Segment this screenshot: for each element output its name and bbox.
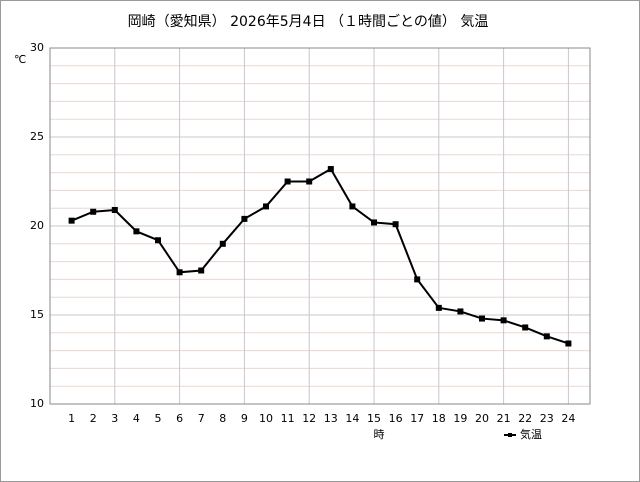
x-tick-label: 23: [540, 412, 554, 425]
x-tick-label: 9: [241, 412, 248, 425]
x-tick-label: 2: [90, 412, 97, 425]
x-tick-label: 11: [281, 412, 295, 425]
y-axis-label: ℃: [14, 53, 26, 66]
series-line: [71, 167, 569, 345]
x-tick-label: 21: [497, 412, 511, 425]
y-tick-label: 15: [30, 308, 44, 321]
data-point: [327, 166, 334, 173]
x-tick-label: 18: [432, 412, 446, 425]
x-tick-label: 6: [176, 412, 183, 425]
data-point: [176, 269, 183, 276]
x-tick-label: 20: [475, 412, 489, 425]
data-point: [198, 267, 205, 274]
y-tick-label: 30: [30, 41, 44, 54]
y-tick-label: 25: [30, 130, 44, 143]
data-point: [565, 340, 572, 347]
data-point: [241, 215, 248, 222]
x-tick-label: 14: [345, 412, 359, 425]
y-tick-label: 20: [30, 219, 44, 232]
data-point: [90, 208, 97, 215]
x-tick-label: 15: [367, 412, 381, 425]
chart-title: 岡崎（愛知県） 2026年5月4日 （１時間ごとの値） 気温: [128, 13, 489, 30]
legend-label: 気温: [520, 427, 542, 441]
data-point: [133, 228, 140, 235]
x-tick-label: 16: [389, 412, 403, 425]
data-point: [435, 304, 442, 311]
plot-border: [49, 47, 591, 405]
data-point: [479, 315, 485, 322]
x-tick-label: 8: [219, 412, 226, 425]
x-tick-label: 13: [324, 412, 338, 425]
data-point: [522, 324, 529, 331]
y-tick-label: 10: [30, 397, 44, 410]
data-point: [306, 178, 313, 185]
data-point: [155, 237, 161, 244]
data-point: [111, 206, 118, 213]
legend-marker: [508, 433, 512, 437]
x-tick-label: 3: [111, 412, 118, 425]
data-point: [219, 240, 226, 247]
x-tick-label: 22: [518, 412, 532, 425]
data-point: [500, 317, 507, 324]
x-axis-label: 時: [374, 428, 385, 441]
x-tick-label: 10: [259, 412, 273, 425]
data-point: [284, 178, 291, 185]
x-tick-label: 17: [410, 412, 424, 425]
x-tick-label: 19: [453, 412, 467, 425]
x-tick-label: 4: [133, 412, 140, 425]
data-point: [263, 203, 269, 210]
data-point: [68, 217, 75, 224]
x-tick-label: 24: [561, 412, 575, 425]
data-point: [414, 276, 421, 283]
data-point: [349, 203, 356, 210]
x-tick-label: 12: [302, 412, 316, 425]
data-point: [392, 221, 399, 228]
data-point: [371, 219, 377, 226]
data-point: [457, 308, 464, 315]
x-tick-label: 7: [198, 412, 205, 425]
x-tick-label: 1: [68, 412, 75, 425]
x-tick-label: 5: [155, 412, 162, 425]
data-point: [543, 333, 550, 340]
